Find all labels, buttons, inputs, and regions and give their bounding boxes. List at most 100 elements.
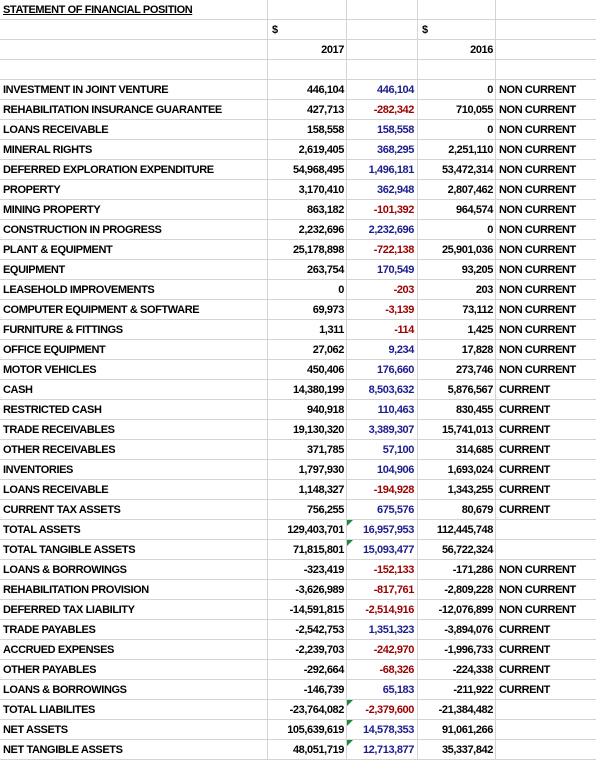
value-2017: -2,542,753 [268, 620, 347, 640]
value-2016: -171,286 [418, 560, 496, 580]
change: 446,104 [347, 80, 418, 100]
table-row: LOANS RECEIVABLE 1,148,327 -194,928 1,343,2… [0, 480, 596, 500]
change: 9,234 [347, 340, 418, 360]
sheet-title: STATEMENT OF FINANCIAL POSITION [0, 0, 268, 20]
table-row: ACCRUED EXPENSES -2,239,703 -242,970 -1,996… [0, 640, 596, 660]
value-2016: -3,894,076 [418, 620, 496, 640]
row-label: NET ASSETS [0, 720, 268, 740]
row-label: CASH [0, 380, 268, 400]
row-label: DEFERRED TAX LIABILITY [0, 600, 268, 620]
row-label: FURNITURE & FITTINGS [0, 320, 268, 340]
table-row: INVENTORIES 1,797,930 104,906 1,693,024 CURR… [0, 460, 596, 480]
value-2016: 273,746 [418, 360, 496, 380]
row-label: LOANS RECEIVABLE [0, 480, 268, 500]
value-2017: -146,739 [268, 680, 347, 700]
value-2016: 1,425 [418, 320, 496, 340]
value-2017: 14,380,199 [268, 380, 347, 400]
change: 3,389,307 [347, 420, 418, 440]
table-row: MINERAL RIGHTS 2,619,405 368,295 2,251,110 N… [0, 140, 596, 160]
table-row: CONSTRUCTION IN PROGRESS 2,232,696 2,232,6… [0, 220, 596, 240]
value-2017: 69,973 [268, 300, 347, 320]
value-2016: 25,901,036 [418, 240, 496, 260]
change: 170,549 [347, 260, 418, 280]
change: -68,326 [347, 660, 418, 680]
row-label: TOTAL TANGIBLE ASSETS [0, 540, 268, 560]
value-2016: 73,112 [418, 300, 496, 320]
row-label: PLANT & EQUIPMENT [0, 240, 268, 260]
value-2017: 756,255 [268, 500, 347, 520]
value-2017: -2,239,703 [268, 640, 347, 660]
value-2016: -12,076,899 [418, 600, 496, 620]
value-2016: 314,685 [418, 440, 496, 460]
value-2016: 2,807,462 [418, 180, 496, 200]
value-2017: 1,311 [268, 320, 347, 340]
classification [496, 520, 596, 540]
change: 57,100 [347, 440, 418, 460]
change: 12,713,877 [347, 740, 418, 760]
value-2016: 17,828 [418, 340, 496, 360]
value-2017: 25,178,898 [268, 240, 347, 260]
classification: CURRENT [496, 380, 596, 400]
value-2017: 427,713 [268, 100, 347, 120]
year: 2017 [268, 40, 347, 60]
value-2016: 0 [418, 80, 496, 100]
value-2016: 203 [418, 280, 496, 300]
change: 158,558 [347, 120, 418, 140]
classification: NON CURRENT [496, 100, 596, 120]
row-label: TOTAL ASSETS [0, 520, 268, 540]
value-2017: 2,232,696 [268, 220, 347, 240]
value-2017: 2,619,405 [268, 140, 347, 160]
currency: $ [268, 20, 347, 40]
row-label: DEFERRED EXPLORATION EXPENDITURE [0, 160, 268, 180]
classification: NON CURRENT [496, 280, 596, 300]
value-2017: 54,968,495 [268, 160, 347, 180]
value-2017: -14,591,815 [268, 600, 347, 620]
value-2017: 0 [268, 280, 347, 300]
change: -194,928 [347, 480, 418, 500]
change: 1,351,323 [347, 620, 418, 640]
cell [347, 60, 418, 80]
cell [0, 40, 268, 60]
classification: NON CURRENT [496, 120, 596, 140]
change: -2,379,600 [347, 700, 418, 720]
row-label: LOANS RECEIVABLE [0, 120, 268, 140]
change: 176,660 [347, 360, 418, 380]
table-row: FURNITURE & FITTINGS 1,311 -114 1,425 NON CU… [0, 320, 596, 340]
change: -722,138 [347, 240, 418, 260]
row-label: NET TANGIBLE ASSETS [0, 740, 268, 760]
row-label: INVENTORIES [0, 460, 268, 480]
change: 8,503,632 [347, 380, 418, 400]
value-2016: 112,445,748 [418, 520, 496, 540]
change: -152,133 [347, 560, 418, 580]
row-label: REHABILITATION PROVISION [0, 580, 268, 600]
classification: CURRENT [496, 640, 596, 660]
table-row: DEFERRED EXPLORATION EXPENDITURE 54,968,4… [0, 160, 596, 180]
title-row: STATEMENT OF FINANCIAL POSITION [0, 0, 596, 20]
value-2016: 1,693,024 [418, 460, 496, 480]
value-2016: 964,574 [418, 200, 496, 220]
classification: NON CURRENT [496, 80, 596, 100]
value-2016: 56,722,324 [418, 540, 496, 560]
cell [418, 0, 496, 20]
value-2017: -23,764,082 [268, 700, 347, 720]
classification: CURRENT [496, 620, 596, 640]
classification [496, 740, 596, 760]
table-row: INVESTMENT IN JOINT VENTURE 446,104 446,10… [0, 80, 596, 100]
value-2017: 19,130,320 [268, 420, 347, 440]
value-2016: -2,809,228 [418, 580, 496, 600]
value-2017: 105,639,619 [268, 720, 347, 740]
cell [268, 60, 347, 80]
classification: CURRENT [496, 440, 596, 460]
row-label: CONSTRUCTION IN PROGRESS [0, 220, 268, 240]
classification [496, 700, 596, 720]
value-2016: -21,384,482 [418, 700, 496, 720]
row-label: RESTRICTED CASH [0, 400, 268, 420]
row-label: PROPERTY [0, 180, 268, 200]
value-2016: 1,343,255 [418, 480, 496, 500]
value-2017: 48,051,719 [268, 740, 347, 760]
value-2017: 158,558 [268, 120, 347, 140]
row-label: ACCRUED EXPENSES [0, 640, 268, 660]
change: -3,139 [347, 300, 418, 320]
change: 2,232,696 [347, 220, 418, 240]
classification: NON CURRENT [496, 260, 596, 280]
